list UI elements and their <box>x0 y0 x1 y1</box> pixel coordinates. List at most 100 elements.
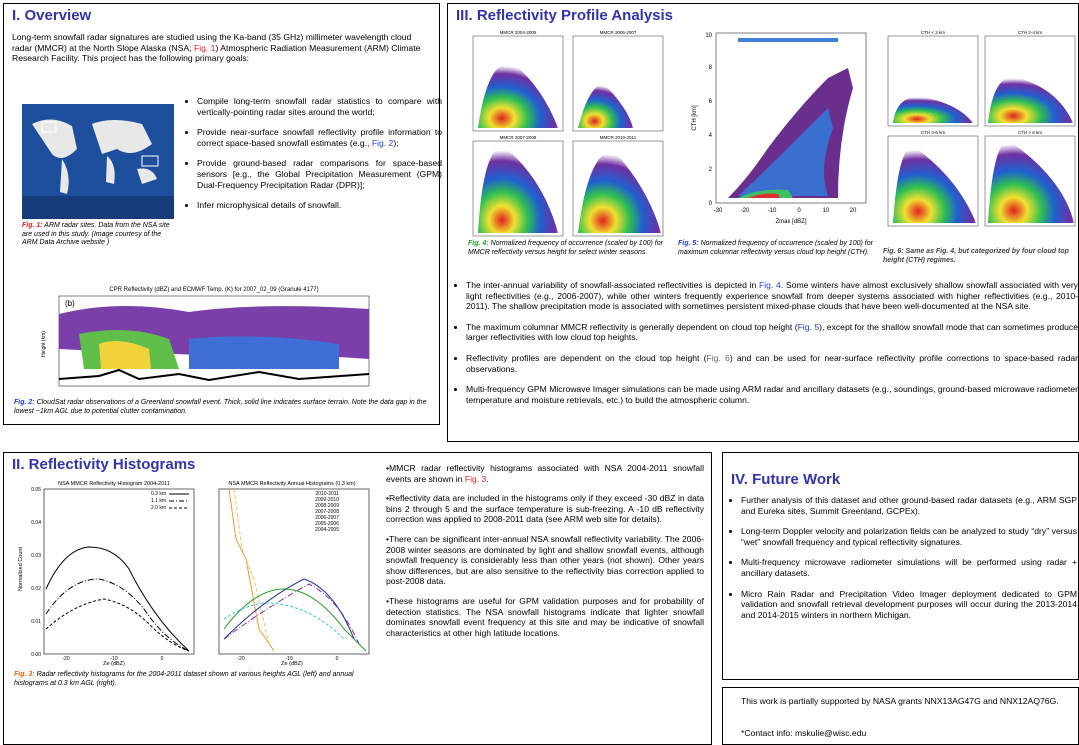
bullet: The maximum columnar MMCR reflectivity i… <box>466 322 1078 343</box>
text-run: Fig. 1: <box>22 222 43 229</box>
legend-entry: 1.1 km <box>151 498 166 504</box>
profile-bullets: The inter-annual variability of snowfall… <box>456 280 1078 415</box>
acknowledgment: This work is partially supported by NASA… <box>741 696 1061 707</box>
text-run: Fig. 2: <box>14 399 35 406</box>
panel-title: MMCR 2004-2005 <box>500 30 537 35</box>
text-run: Fig. 4: <box>468 240 489 247</box>
profile-panel: III. Reflectivity Profile Analysis MMCR … <box>447 3 1079 442</box>
legend-entry: 2.0 km <box>151 505 166 511</box>
goal: Infer microphysical details of snowfall. <box>197 200 442 211</box>
panel-title: CTH < 2 km <box>921 30 945 35</box>
fig2-panel-label: (b) <box>65 299 75 308</box>
y-tick-label: 0 <box>709 201 713 207</box>
text-run: Long-term Doppler velocity and polarizat… <box>741 526 1077 547</box>
y-tick-label: 0.05 <box>31 487 41 493</box>
y-tick-label: 10 <box>705 33 712 39</box>
goal: Provide near-surface snowfall reflectivi… <box>197 127 442 148</box>
bullet: Reflectivity profiles are dependent on t… <box>466 353 1078 374</box>
y-tick-label: 0.00 <box>31 652 41 658</box>
future-bullets: Further analysis of this dataset and oth… <box>731 495 1077 630</box>
text-run: Fig. 5: <box>678 240 699 247</box>
panel-title: CTH 2-4 km <box>1018 30 1043 35</box>
y-tick-label: 6 <box>709 99 713 105</box>
goal: Compile long-term snowfall radar statist… <box>197 96 442 117</box>
bullet: Multi-frequency microwave radiometer sim… <box>741 557 1077 578</box>
y-axis-label: Normalized Count <box>18 547 24 591</box>
text-run: •There can be significant inter-annual N… <box>386 534 704 586</box>
bullet: Multi-frequency GPM Microwave Imager sim… <box>466 384 1078 405</box>
legend-entry: 0.3 km <box>151 491 166 497</box>
text-run: Compile long-term snowfall radar statist… <box>197 96 442 117</box>
x-tick-label: 0 <box>161 656 164 662</box>
x-tick-label: -10 <box>768 208 777 214</box>
text-run: •MMCR radar reflectivity histograms asso… <box>386 463 704 484</box>
fig2-caption: Fig. 2: CloudSat radar observations of a… <box>14 399 432 416</box>
legend-entry: 2004-2005 <box>315 527 339 533</box>
chart-title: NSA MMCR Reflectivity Histogram 2004-201… <box>58 481 170 487</box>
fig2-ylabel: Height (km) <box>41 331 47 357</box>
text-run: •These histograms are useful for GPM val… <box>386 596 704 638</box>
future-panel: IV. Future Work Further analysis of this… <box>722 452 1079 680</box>
section-title: III. Reflectivity Profile Analysis <box>456 7 673 24</box>
y-tick-label: 4 <box>709 133 713 139</box>
figure-reference: Fig. 4 <box>759 280 781 290</box>
x-tick-label: -20 <box>237 656 244 662</box>
paragraph: •There can be significant inter-annual N… <box>386 534 704 587</box>
figure-reference: Fig. 1 <box>194 43 216 53</box>
figure-reference: Fig. 2 <box>372 138 394 148</box>
intro: Long-term snowfall radar signatures are … <box>12 32 432 64</box>
histogram-panel: II. Reflectivity Histograms NSA MMCR Ref… <box>3 452 712 745</box>
contact: *Contact info: mskulie@wisc.edu <box>741 728 866 739</box>
text-run: Micro Rain Radar and Precipitation Video… <box>741 589 1077 620</box>
y-tick-label: 0.02 <box>31 586 41 592</box>
figure-reference: Fig. 5 <box>798 322 820 332</box>
text-run: ); <box>393 138 398 148</box>
x-tick-label: -20 <box>62 656 69 662</box>
panel-title: MMCR 2007-2008 <box>500 135 537 140</box>
y-tick-label: 8 <box>709 65 713 71</box>
fig4-caption: Fig. 4: Normalized frequency of occurren… <box>468 240 673 257</box>
fig3-image: NSA MMCR Reflectivity Histogram 2004-201… <box>14 479 379 669</box>
paragraph: •These histograms are useful for GPM val… <box>386 596 704 638</box>
y-tick-label: 0.04 <box>31 520 41 526</box>
text-run: Fig. 3: <box>14 671 35 678</box>
y-tick-label: 0.03 <box>31 553 41 559</box>
panel-title: CTH 4-6 km <box>921 130 946 135</box>
x-tick-label: 20 <box>850 208 857 214</box>
y-tick-label: 0.01 <box>31 619 41 625</box>
poster: I. Overview Long-term snowfall radar sig… <box>0 0 1079 745</box>
figure-reference: Normalized frequency of occurrence (scal… <box>468 240 663 256</box>
figure-reference: CloudSat radar observations of a Greenla… <box>14 399 426 415</box>
acknowledgment-panel: This work is partially supported by NASA… <box>722 687 1079 745</box>
bullet: Micro Rain Radar and Precipitation Video… <box>741 589 1077 621</box>
goal-list: Compile long-term snowfall radar statist… <box>187 96 442 221</box>
text-run: Further analysis of this dataset and oth… <box>741 495 1077 516</box>
bullet: Long-term Doppler velocity and polarizat… <box>741 526 1077 547</box>
x-tick-label: -10 <box>285 656 292 662</box>
histogram-text: •MMCR radar reflectivity histograms asso… <box>386 463 704 638</box>
text-run: . <box>486 474 488 484</box>
section-title: IV. Future Work <box>731 471 840 488</box>
cloudsat-figure: CPR Reflectivity (dBZ) and ECMWF Temp. (… <box>39 284 379 398</box>
text-run: •Reflectivity data are included in the h… <box>386 493 704 524</box>
fig2-title: CPR Reflectivity (dBZ) and ECMWF Temp. (… <box>109 287 318 293</box>
x-tick-label: -30 <box>714 208 723 214</box>
panel-title: CTH > 6 km <box>1018 130 1042 135</box>
overview-panel: I. Overview Long-term snowfall radar sig… <box>3 3 440 425</box>
x-tick-label: 0 <box>336 656 339 662</box>
text-run: Provide near-surface snowfall reflectivi… <box>197 127 442 148</box>
y-tick-label: 2 <box>709 167 713 173</box>
fig5-caption: Fig. 5: Normalized frequency of occurren… <box>678 240 878 257</box>
fig5-xlabel: Zmax [dBZ] <box>775 219 806 225</box>
fig6-image: CTH < 2 km CTH 2-4 km CTH 4-6 km CTH > 6… <box>878 28 1078 228</box>
text-run: Infer microphysical details of snowfall. <box>197 200 341 210</box>
figure-reference: Fig. 3 <box>465 474 487 484</box>
figure-reference: Fig. 6 <box>707 353 730 363</box>
fig6-caption: Fig. 6: Same as Fig. 4, but categorized … <box>883 248 1075 265</box>
site-map <box>22 104 174 219</box>
paragraph: •MMCR radar reflectivity histograms asso… <box>386 463 704 484</box>
fig4-image: MMCR 2004-2005 MMCR 2006-2007 MMCR 2007-… <box>463 28 668 238</box>
fig5-ylabel: CTH [km] <box>692 105 698 131</box>
fig3-caption: Fig. 3: Radar reflectivity histograms fo… <box>14 671 384 688</box>
figure-reference: Radar reflectivity histograms for the 20… <box>14 671 354 687</box>
